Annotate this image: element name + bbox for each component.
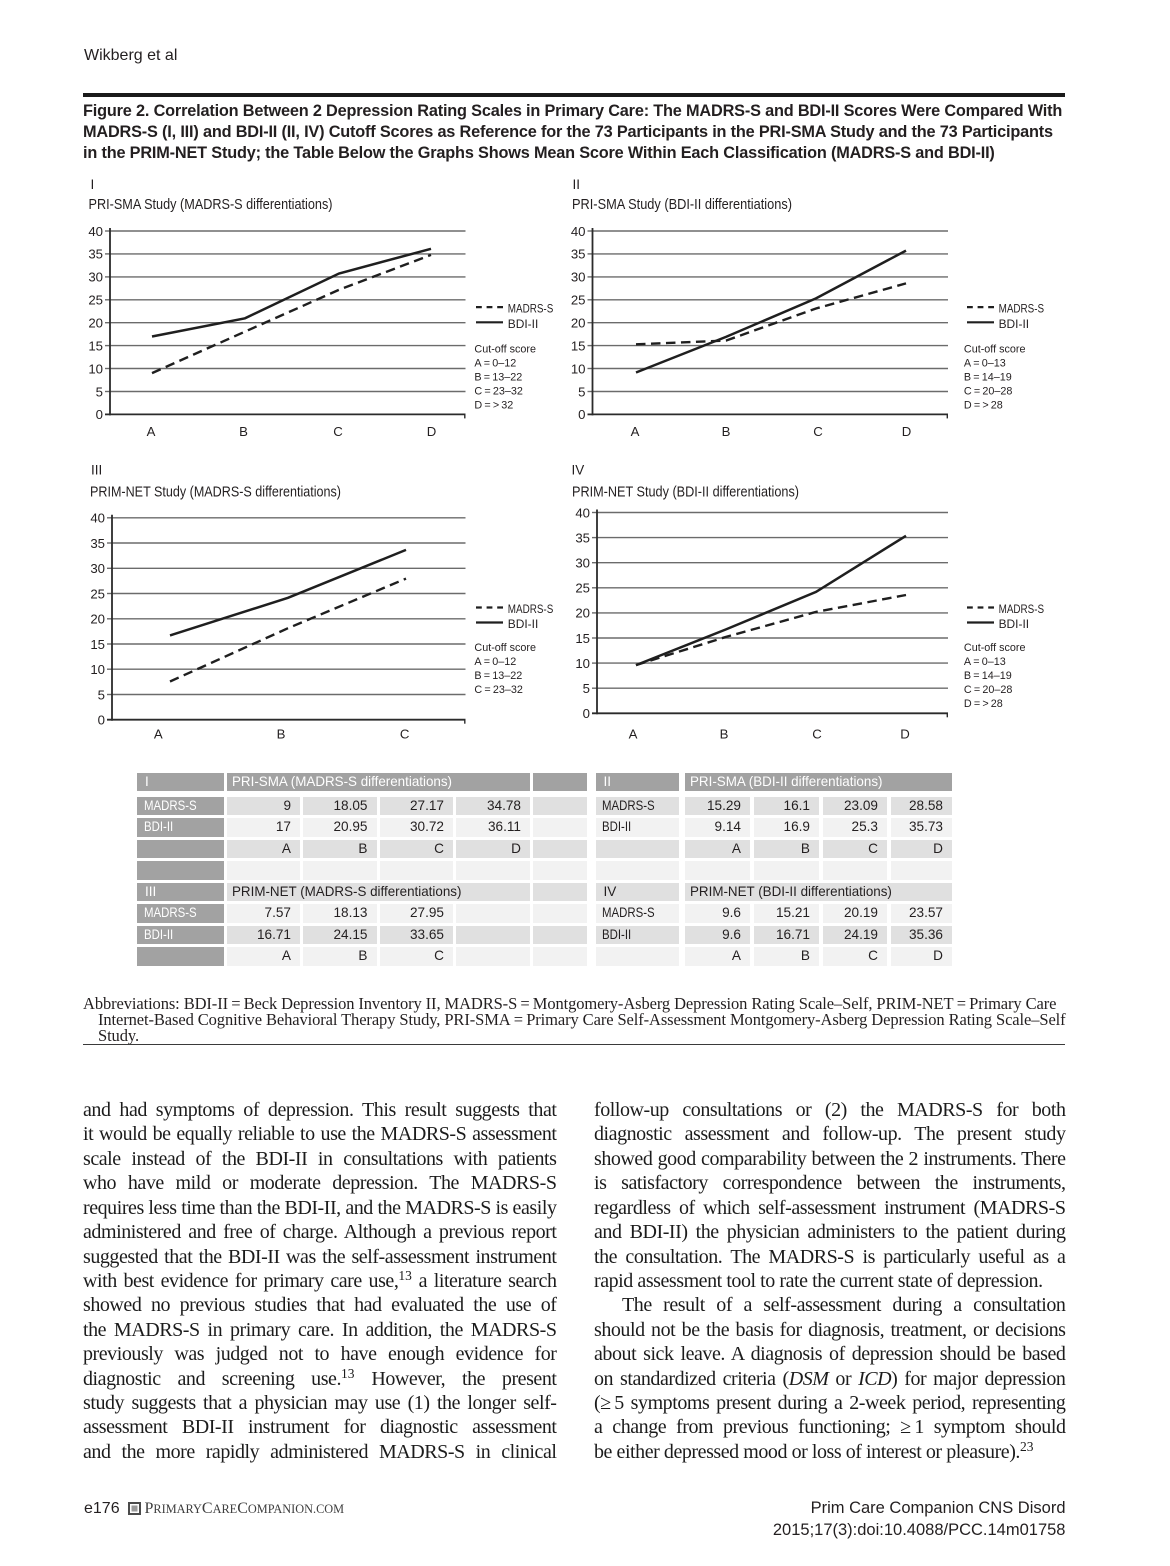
svg-text:Cut-off score: Cut-off score (474, 344, 536, 356)
svg-text:10: 10 (88, 361, 103, 376)
svg-text:D = > 32: D = > 32 (474, 400, 513, 412)
svg-text:MADRS-S: MADRS-S (508, 303, 554, 316)
svg-text:II: II (573, 177, 581, 192)
svg-text:20: 20 (571, 316, 586, 331)
svg-text:A = 0–12: A = 0–12 (474, 656, 516, 668)
svg-text:B = 13–22: B = 13–22 (474, 372, 522, 384)
svg-text:C = 20–28: C = 20–28 (964, 386, 1012, 398)
svg-text:IV: IV (572, 463, 585, 478)
svg-text:35: 35 (90, 536, 105, 551)
svg-text:A: A (631, 424, 640, 439)
svg-text:20: 20 (88, 316, 103, 331)
svg-text:BDI-II: BDI-II (999, 618, 1030, 631)
svg-text:25: 25 (575, 581, 590, 596)
svg-text:0: 0 (98, 713, 105, 728)
svg-text:B = 14–19: B = 14–19 (964, 670, 1012, 682)
svg-text:30: 30 (571, 270, 586, 285)
svg-text:D: D (902, 424, 912, 439)
svg-text:40: 40 (575, 505, 590, 520)
svg-text:10: 10 (575, 656, 590, 671)
svg-text:35: 35 (88, 247, 103, 262)
svg-text:25: 25 (90, 586, 105, 601)
svg-text:5: 5 (578, 384, 585, 399)
svg-text:30: 30 (575, 556, 590, 571)
svg-text:PRIM-NET Study (BDI-II differe: PRIM-NET Study (BDI-II differentiations) (572, 485, 799, 501)
svg-text:35: 35 (575, 530, 590, 545)
svg-text:D: D (427, 424, 437, 439)
svg-text:A: A (154, 727, 163, 742)
svg-text:10: 10 (571, 361, 586, 376)
svg-text:30: 30 (90, 561, 105, 576)
svg-text:C: C (813, 424, 823, 439)
svg-text:A = 0–13: A = 0–13 (964, 358, 1006, 370)
svg-text:C: C (812, 727, 822, 742)
svg-text:C: C (333, 424, 343, 439)
svg-text:B: B (277, 727, 286, 742)
svg-text:C = 23–32: C = 23–32 (474, 386, 522, 398)
svg-text:0: 0 (96, 407, 103, 422)
svg-text:C = 20–28: C = 20–28 (964, 684, 1012, 696)
svg-text:I: I (91, 177, 95, 192)
svg-text:MADRS-S: MADRS-S (999, 603, 1045, 616)
svg-text:20: 20 (575, 606, 590, 621)
svg-text:A = 0–12: A = 0–12 (474, 358, 516, 370)
svg-text:BDI-II: BDI-II (508, 618, 539, 631)
svg-text:A = 0–13: A = 0–13 (964, 656, 1006, 668)
svg-text:BDI-II: BDI-II (999, 318, 1030, 331)
svg-text:Cut-off score: Cut-off score (964, 344, 1026, 356)
svg-text:D = > 28: D = > 28 (964, 400, 1003, 412)
svg-text:III: III (91, 463, 102, 478)
svg-text:5: 5 (96, 384, 103, 399)
svg-text:15: 15 (88, 338, 103, 353)
svg-text:C = 23–32: C = 23–32 (474, 684, 522, 696)
svg-text:15: 15 (575, 631, 590, 646)
svg-text:10: 10 (90, 662, 105, 677)
svg-text:15: 15 (571, 338, 586, 353)
svg-text:5: 5 (583, 681, 590, 696)
svg-text:25: 25 (88, 293, 103, 308)
svg-text:B: B (722, 424, 731, 439)
svg-text:C: C (400, 727, 410, 742)
svg-text:BDI-II: BDI-II (508, 318, 539, 331)
svg-text:40: 40 (90, 511, 105, 526)
svg-text:0: 0 (583, 706, 590, 721)
svg-text:Cut-off score: Cut-off score (964, 642, 1026, 654)
svg-text:MADRS-S: MADRS-S (999, 303, 1045, 316)
svg-text:40: 40 (88, 224, 103, 239)
svg-text:25: 25 (571, 293, 586, 308)
svg-text:B = 14–19: B = 14–19 (964, 372, 1012, 384)
svg-text:5: 5 (98, 687, 105, 702)
svg-text:MADRS-S: MADRS-S (508, 603, 554, 616)
svg-text:15: 15 (90, 637, 105, 652)
svg-text:B = 13–22: B = 13–22 (474, 670, 522, 682)
svg-text:PRIM-NET Study (MADRS-S differ: PRIM-NET Study (MADRS-S differentiations… (90, 485, 341, 501)
svg-text:0: 0 (578, 407, 585, 422)
svg-text:30: 30 (88, 270, 103, 285)
svg-text:PRI-SMA Study (MADRS-S differe: PRI-SMA Study (MADRS-S differentiations) (89, 197, 333, 213)
svg-text:PRI-SMA Study (BDI-II differen: PRI-SMA Study (BDI-II differentiations) (572, 197, 792, 213)
svg-text:B: B (239, 424, 248, 439)
svg-text:Cut-off score: Cut-off score (474, 642, 536, 654)
svg-text:D: D (900, 727, 910, 742)
svg-text:40: 40 (571, 224, 586, 239)
svg-text:35: 35 (571, 247, 586, 262)
svg-text:A: A (147, 424, 156, 439)
svg-text:A: A (629, 727, 638, 742)
svg-text:D = > 28: D = > 28 (964, 698, 1003, 710)
svg-text:20: 20 (90, 612, 105, 627)
svg-text:B: B (720, 727, 729, 742)
